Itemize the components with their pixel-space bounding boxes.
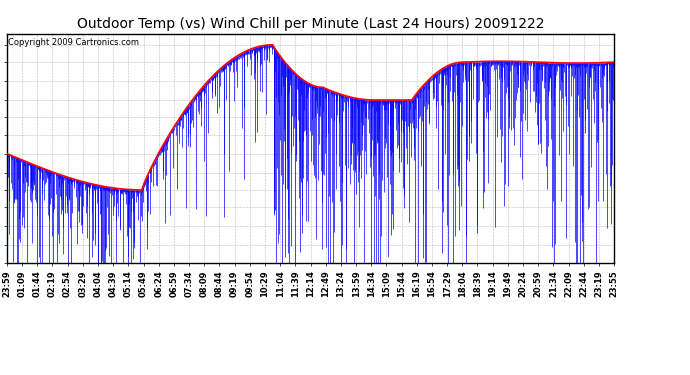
Text: Copyright 2009 Cartronics.com: Copyright 2009 Cartronics.com <box>8 38 139 47</box>
Title: Outdoor Temp (vs) Wind Chill per Minute (Last 24 Hours) 20091222: Outdoor Temp (vs) Wind Chill per Minute … <box>77 17 544 31</box>
